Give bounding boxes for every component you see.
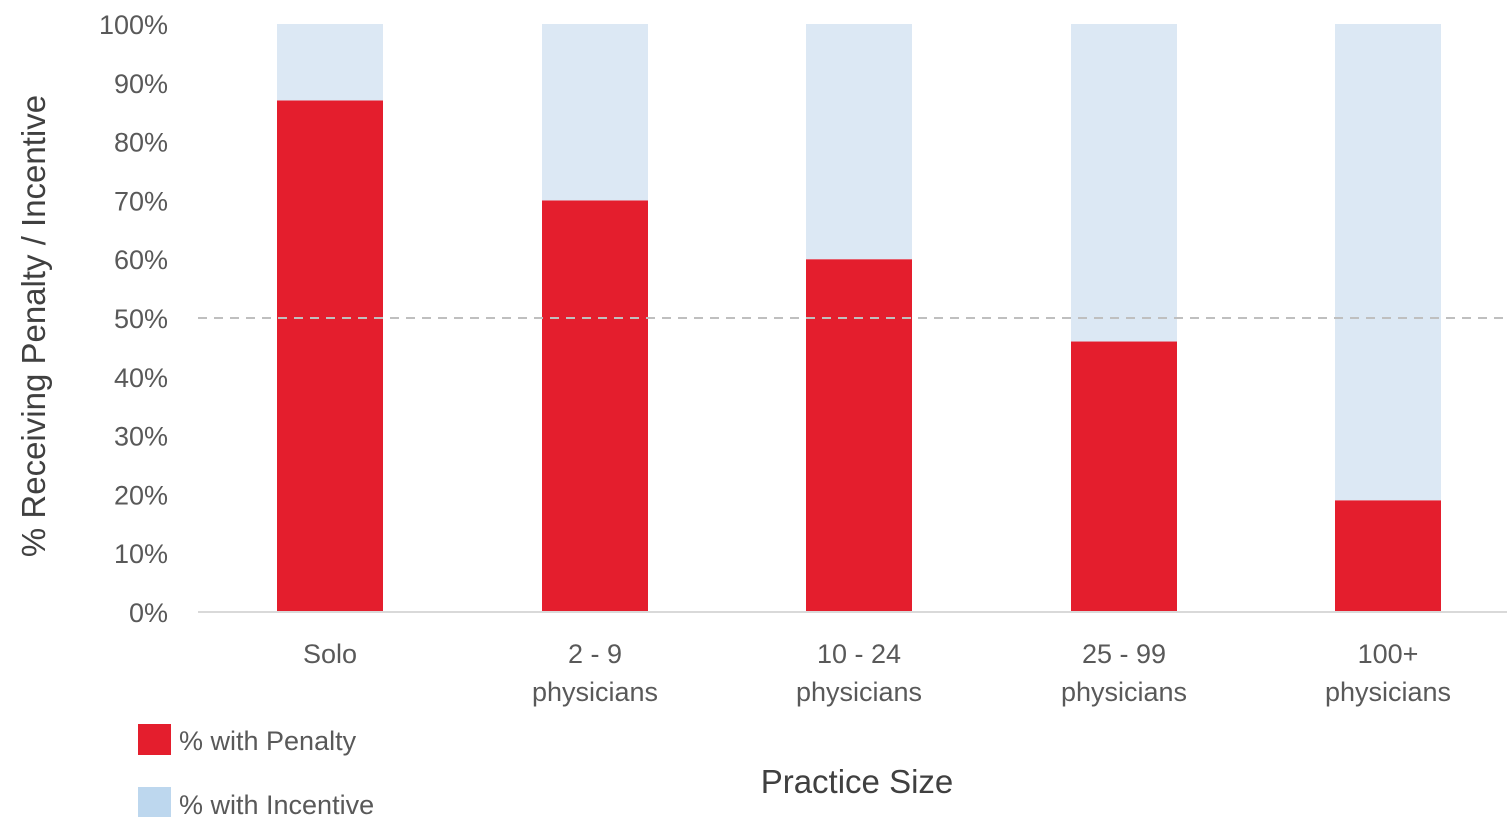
y-tick-label: 50% <box>114 304 168 334</box>
y-tick-label: 40% <box>114 363 168 393</box>
bar-incentive-0 <box>277 24 383 101</box>
y-axis-ticks: 0% 10% 20% 30% 40% 50% 60% 70% 80% 90% 100% <box>99 10 168 628</box>
y-tick-label: 0% <box>129 598 168 628</box>
x-category-label: 2 - 9 physicians <box>532 639 658 707</box>
y-tick-label: 100% <box>99 10 168 40</box>
x-category-label: Solo <box>303 639 357 669</box>
bar-incentive-3 <box>1071 24 1177 342</box>
x-category-label: 25 - 99 physicians <box>1061 639 1187 707</box>
bar-penalty-4 <box>1335 500 1441 612</box>
legend-swatch-incentive <box>138 787 171 817</box>
bar-penalty-1 <box>542 200 648 612</box>
bar-penalty-0 <box>277 100 383 612</box>
y-tick-label: 30% <box>114 422 168 452</box>
legend: % with Penalty % with Incentive <box>138 724 374 817</box>
x-category-label: 100+ physicians <box>1325 639 1451 707</box>
y-tick-label: 80% <box>114 128 168 158</box>
x-axis-title: Practice Size <box>761 763 954 800</box>
legend-label-incentive: % with Incentive <box>179 790 374 817</box>
bar-incentive-4 <box>1335 24 1441 501</box>
y-tick-label: 20% <box>114 480 168 510</box>
y-tick-label: 70% <box>114 186 168 216</box>
legend-label-penalty: % with Penalty <box>179 726 357 756</box>
y-axis-title: % Receiving Penalty / Incentive <box>15 95 52 557</box>
bar-penalty-2 <box>806 259 912 612</box>
x-category-label: 10 - 24 physicians <box>796 639 922 707</box>
y-tick-label: 60% <box>114 245 168 275</box>
bar-incentive-2 <box>806 24 912 260</box>
y-tick-label: 90% <box>114 69 168 99</box>
bar-penalty-3 <box>1071 341 1177 612</box>
bar-incentive-1 <box>542 24 648 201</box>
y-tick-label: 10% <box>114 539 168 569</box>
legend-swatch-penalty <box>138 724 171 755</box>
bars-layer <box>277 24 1441 612</box>
x-axis-categories: Solo 2 - 9 physicians 10 - 24 physicians 25 -… <box>303 639 1451 707</box>
